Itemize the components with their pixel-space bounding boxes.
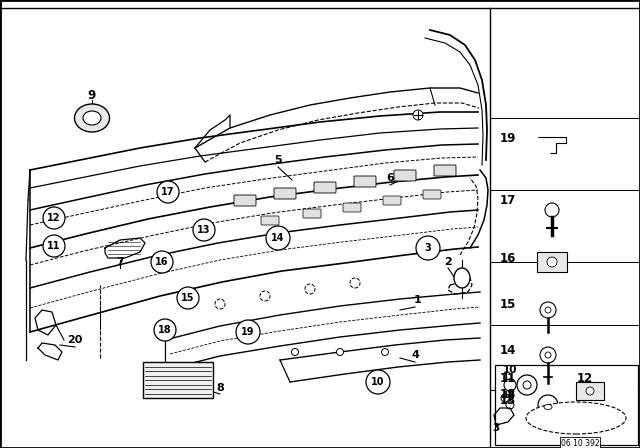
- Text: 13: 13: [500, 393, 516, 406]
- Bar: [143, 362, 213, 398]
- Text: 11: 11: [47, 241, 61, 251]
- Circle shape: [504, 379, 516, 391]
- Text: 4: 4: [411, 350, 419, 360]
- Circle shape: [545, 307, 551, 313]
- Text: 5: 5: [274, 155, 282, 165]
- Circle shape: [545, 352, 551, 358]
- Text: 3: 3: [492, 423, 500, 433]
- Text: 14: 14: [500, 344, 516, 357]
- Bar: [576, 382, 604, 400]
- Circle shape: [305, 284, 315, 294]
- FancyBboxPatch shape: [314, 182, 336, 193]
- Circle shape: [215, 299, 225, 309]
- FancyBboxPatch shape: [394, 170, 416, 181]
- Ellipse shape: [526, 402, 626, 434]
- Text: 17: 17: [161, 187, 175, 197]
- Circle shape: [337, 349, 344, 356]
- Circle shape: [43, 235, 65, 257]
- Text: 20: 20: [67, 335, 83, 345]
- Text: 11: 11: [502, 374, 515, 383]
- Text: 19: 19: [241, 327, 255, 337]
- Text: 14: 14: [271, 233, 285, 243]
- FancyBboxPatch shape: [383, 196, 401, 205]
- Bar: [495, 365, 638, 445]
- Circle shape: [366, 370, 390, 394]
- Circle shape: [381, 349, 388, 356]
- Circle shape: [157, 181, 179, 203]
- Circle shape: [193, 219, 215, 241]
- Text: 8: 8: [216, 383, 224, 393]
- FancyBboxPatch shape: [303, 209, 321, 218]
- Circle shape: [545, 203, 559, 217]
- Text: 16: 16: [156, 257, 169, 267]
- FancyBboxPatch shape: [423, 190, 441, 199]
- FancyBboxPatch shape: [234, 195, 256, 206]
- Ellipse shape: [544, 405, 552, 409]
- FancyBboxPatch shape: [343, 203, 361, 212]
- Text: 12: 12: [47, 213, 61, 223]
- FancyBboxPatch shape: [274, 188, 296, 199]
- Circle shape: [517, 375, 537, 395]
- Bar: [537, 252, 567, 272]
- Circle shape: [236, 320, 260, 344]
- Circle shape: [177, 287, 199, 309]
- Circle shape: [266, 226, 290, 250]
- Text: 18: 18: [158, 325, 172, 335]
- FancyBboxPatch shape: [434, 165, 456, 176]
- Circle shape: [501, 394, 509, 402]
- Ellipse shape: [454, 268, 470, 288]
- Text: 1: 1: [414, 295, 422, 305]
- Text: 3: 3: [424, 243, 431, 253]
- Text: 18: 18: [500, 388, 516, 401]
- Text: 9: 9: [88, 89, 96, 102]
- Circle shape: [540, 302, 556, 318]
- Text: 17: 17: [500, 194, 516, 207]
- Text: 2: 2: [444, 257, 452, 267]
- Circle shape: [151, 251, 173, 273]
- Text: 6: 6: [386, 173, 394, 183]
- Text: 13: 13: [197, 225, 211, 235]
- Circle shape: [413, 110, 423, 120]
- Ellipse shape: [74, 104, 109, 132]
- Circle shape: [523, 381, 531, 389]
- Text: 06 10 392: 06 10 392: [561, 439, 599, 448]
- Text: 10: 10: [371, 377, 385, 387]
- Circle shape: [154, 319, 176, 341]
- Circle shape: [586, 387, 594, 395]
- Text: 7: 7: [116, 257, 124, 267]
- FancyBboxPatch shape: [261, 216, 279, 225]
- Circle shape: [506, 401, 514, 409]
- Text: 15: 15: [181, 293, 195, 303]
- Circle shape: [260, 291, 270, 301]
- Circle shape: [416, 236, 440, 260]
- Text: 16: 16: [500, 251, 516, 264]
- Text: 18: 18: [502, 391, 515, 400]
- Text: 11: 11: [500, 371, 516, 384]
- Circle shape: [43, 207, 65, 229]
- Circle shape: [547, 257, 557, 267]
- FancyBboxPatch shape: [354, 176, 376, 187]
- Text: 12: 12: [577, 371, 593, 384]
- Text: 15: 15: [500, 298, 516, 311]
- Circle shape: [540, 347, 556, 363]
- Text: 10: 10: [503, 365, 517, 375]
- Circle shape: [538, 395, 558, 415]
- Text: 19: 19: [500, 132, 516, 145]
- Ellipse shape: [83, 111, 101, 125]
- Circle shape: [350, 278, 360, 288]
- Circle shape: [291, 349, 298, 356]
